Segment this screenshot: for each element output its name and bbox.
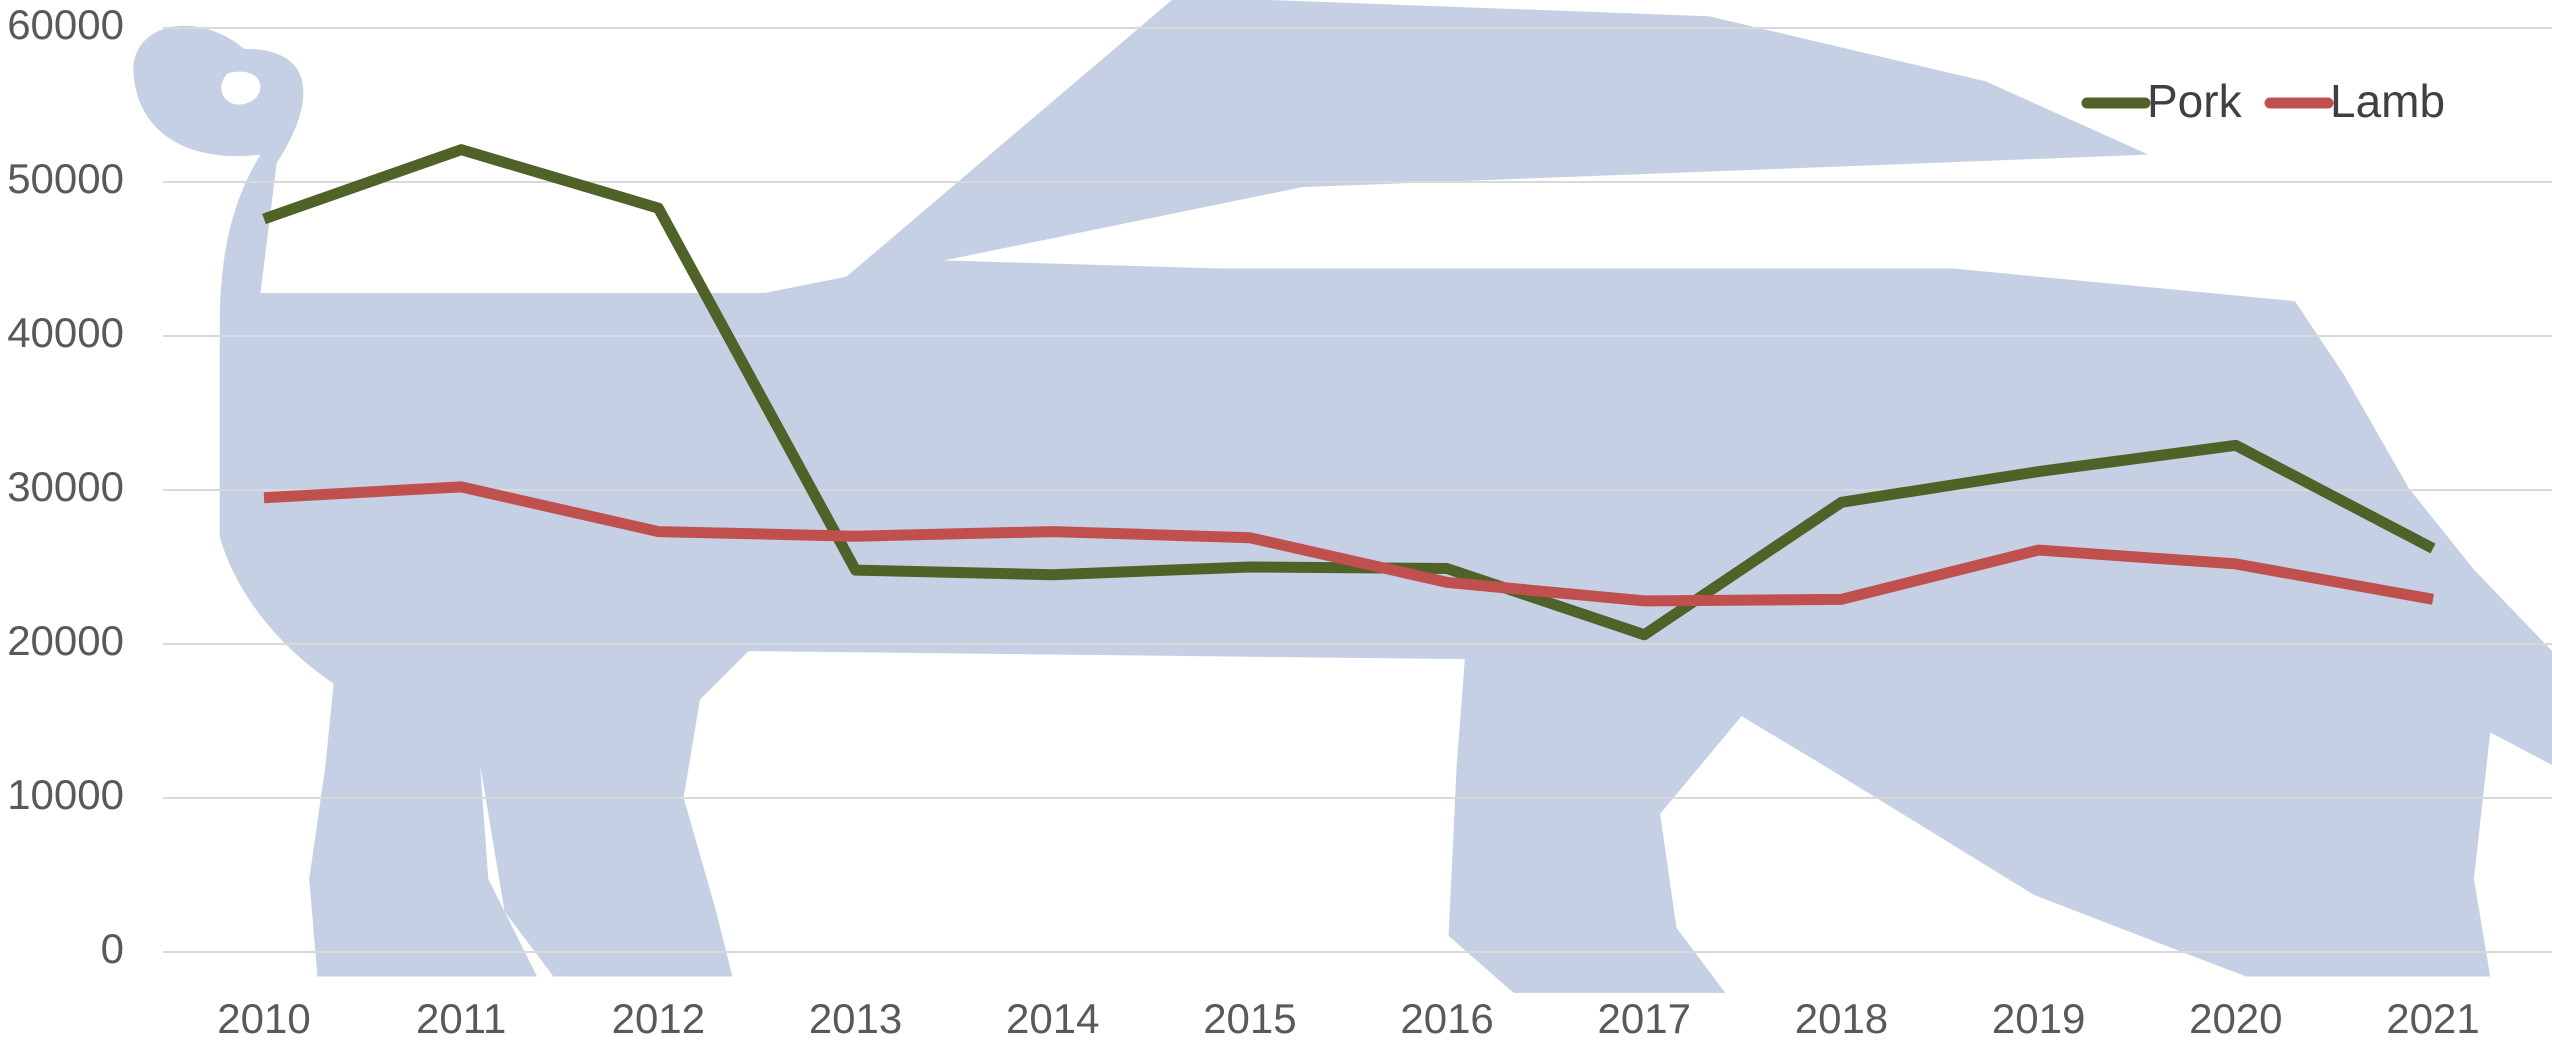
y-tick-label: 0	[101, 925, 124, 972]
x-tick-label: 2019	[1992, 995, 2085, 1042]
x-tick-label: 2011	[416, 995, 506, 1042]
legend: Pork Lamb	[2087, 75, 2445, 127]
x-tick-label: 2016	[1400, 995, 1493, 1042]
y-tick-label: 10000	[7, 771, 124, 818]
y-tick-label: 50000	[7, 155, 124, 202]
legend-label: Lamb	[2330, 75, 2445, 127]
x-tick-label: 2014	[1006, 995, 1099, 1042]
y-tick-label: 30000	[7, 463, 124, 510]
x-tick-label: 2015	[1203, 995, 1296, 1042]
y-tick-label: 40000	[7, 309, 124, 356]
legend-label: Pork	[2147, 75, 2243, 127]
y-tick-label: 60000	[7, 1, 124, 48]
x-tick-label: 2017	[1598, 995, 1691, 1042]
y-tick-label: 20000	[7, 617, 124, 664]
x-tick-label: 2018	[1795, 995, 1888, 1042]
x-tick-label: 2021	[2386, 995, 2479, 1042]
chart: 0 10000 20000 30000 40000 50000 60000 2010 2011 2…	[0, 0, 2552, 1045]
x-tick-label: 2020	[2189, 995, 2282, 1042]
page: {"chart_data": {"type": "line", "categor…	[0, 0, 2552, 1045]
x-tick-label: 2010	[217, 995, 310, 1042]
x-tick-label: 2012	[612, 995, 705, 1042]
x-tick-label: 2013	[809, 995, 902, 1042]
